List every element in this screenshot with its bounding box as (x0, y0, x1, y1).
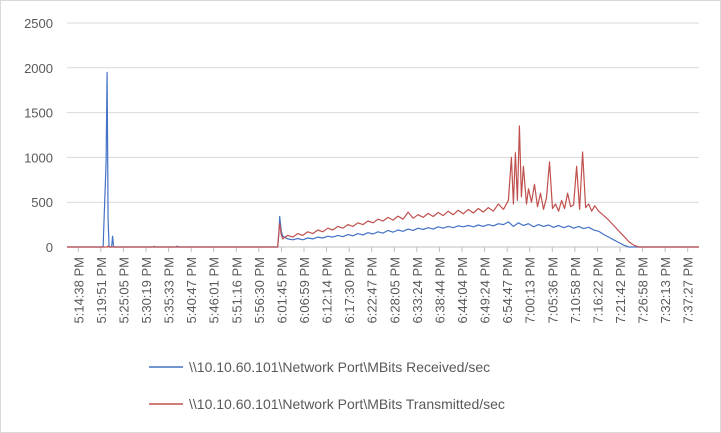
x-tick-label: 5:56:30 PM (252, 257, 267, 324)
y-tick-label: 1500 (24, 106, 53, 121)
x-tick-label: 6:33:24 PM (410, 257, 425, 324)
x-tick-label: 5:14:38 PM (71, 257, 86, 324)
y-tick-label: 2500 (24, 16, 53, 31)
x-tick-label: 6:54:47 PM (500, 257, 515, 324)
x-tick-label: 6:22:47 PM (365, 257, 380, 324)
x-tick-label: 7:05:36 PM (545, 257, 560, 324)
x-tick-label: 7:37:27 PM (681, 257, 696, 324)
series-line-transmitted (67, 125, 699, 248)
x-tick-label: 5:19:51 PM (94, 257, 109, 324)
x-tick-label: 6:12:14 PM (320, 257, 335, 324)
x-tick-label: 5:30:19 PM (139, 257, 154, 324)
x-tick-label: 6:06:59 PM (297, 257, 312, 324)
x-tick-label: 7:10:58 PM (568, 257, 583, 324)
legend-label: \\10.10.60.101\Network Port\MBits Transm… (189, 396, 505, 412)
series-lines (67, 71, 699, 248)
x-tick-label: 5:46:01 PM (207, 257, 222, 324)
y-tick-label: 0 (46, 240, 53, 255)
x-tick-label: 6:17:30 PM (342, 257, 357, 324)
x-tick-label: 6:49:24 PM (478, 257, 493, 324)
x-tick-label: 7:26:58 PM (636, 257, 651, 324)
x-tick-label: 6:38:44 PM (432, 257, 447, 324)
y-axis-ticks: 0 500 1000 1500 2000 2500 (24, 16, 53, 255)
y-tick-label: 500 (31, 195, 53, 210)
x-tick-label: 6:01:45 PM (274, 257, 289, 324)
x-tick-label: 6:44:04 PM (455, 257, 470, 324)
legend-label: \\10.10.60.101\Network Port\MBits Receiv… (189, 359, 490, 375)
legend: \\10.10.60.101\Network Port\MBits Receiv… (149, 359, 505, 412)
x-tick-label: 7:32:13 PM (658, 257, 673, 324)
y-tick-label: 1000 (24, 150, 53, 165)
x-tick-label: 5:40:47 PM (184, 257, 199, 324)
x-tick-label: 7:16:22 PM (590, 257, 605, 324)
x-tick-label: 5:25:05 PM (116, 257, 131, 324)
x-tick-label: 5:35:33 PM (162, 257, 177, 324)
x-tick-label: 6:28:05 PM (387, 257, 402, 324)
x-tick-label: 7:21:42 PM (613, 257, 628, 324)
x-tick-label: 5:51:16 PM (229, 257, 244, 324)
x-tick-label: 7:00:13 PM (523, 257, 538, 324)
y-tick-label: 2000 (24, 61, 53, 76)
gridlines (67, 22, 699, 248)
x-axis-ticks: 5:14:38 PM 5:19:51 PM 5:25:05 PM 5:30:19 PM… (71, 247, 696, 324)
